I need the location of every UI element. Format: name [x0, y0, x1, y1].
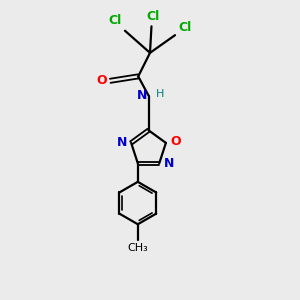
Text: CH₃: CH₃	[128, 242, 148, 253]
Text: Cl: Cl	[108, 14, 122, 27]
Text: O: O	[96, 74, 107, 87]
Text: O: O	[170, 135, 181, 148]
Text: Cl: Cl	[146, 11, 160, 23]
Text: H: H	[156, 89, 164, 99]
Text: Cl: Cl	[178, 21, 192, 34]
Text: N: N	[117, 136, 127, 149]
Text: N: N	[137, 89, 147, 102]
Text: N: N	[164, 157, 174, 170]
